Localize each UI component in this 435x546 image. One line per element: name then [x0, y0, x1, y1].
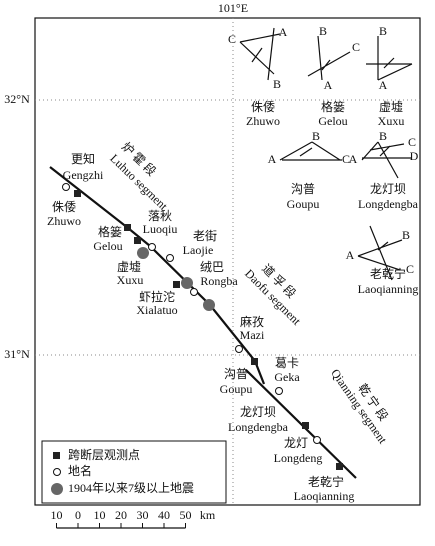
place-name-zh: 老乾宁	[308, 474, 344, 489]
inset-letter: C	[228, 32, 236, 46]
inset-letter: C	[406, 262, 414, 276]
inset-letter: B	[402, 228, 410, 242]
inset-letter: A	[379, 78, 388, 92]
place-name-en: Laojie	[183, 243, 214, 257]
place-name-zh: 龙灯	[284, 436, 308, 450]
scale-label: 50	[180, 508, 192, 522]
fault	[245, 369, 357, 479]
legend-item: 跨断层观测点	[68, 447, 140, 462]
inset-letter: B	[273, 77, 281, 91]
place-name-en: Rongba	[200, 274, 238, 288]
place-name-en: Mazi	[240, 328, 265, 342]
place-name-zh: 葛卡	[275, 356, 299, 370]
place-name-en: Xuxu	[117, 273, 144, 287]
place-name-zh: 落秋	[148, 209, 172, 223]
place-name-en: Luoqiu	[143, 222, 178, 236]
place-name-en: Longdengba	[228, 420, 289, 434]
place-name-en: Gelou	[93, 239, 122, 253]
inset-name-en: Goupu	[287, 197, 320, 211]
place-name-zh: 更知	[71, 152, 95, 166]
place-name-en: Xialatuo	[136, 303, 177, 317]
inset-letter: A	[346, 248, 355, 262]
inset-letter: C	[352, 40, 360, 54]
observation-points	[74, 190, 343, 470]
inset-name-en: Zhuwo	[246, 114, 280, 128]
inset-name-zh: 沟普	[291, 182, 315, 196]
place-name-zh: 虚墟	[117, 260, 141, 274]
inset-lines	[239, 27, 413, 281]
place-name-zh: 格篓	[98, 224, 122, 239]
place-name-zh: 绒巴	[200, 260, 224, 274]
inset-letter: C	[408, 135, 416, 149]
inset-letter: A	[349, 152, 358, 166]
place-name-en: Geka	[274, 370, 300, 384]
place-markers	[62, 183, 321, 444]
place-name-en: Laoqianning	[294, 489, 355, 503]
legend-item: 地名	[68, 463, 92, 478]
inset-name-zh: 侏倭	[251, 100, 275, 114]
inset-name-zh: 虚墟	[379, 100, 403, 114]
inset-letter: A	[324, 78, 333, 92]
inset-letter: A	[268, 152, 277, 166]
inset-name-en: Gelou	[318, 114, 347, 128]
legend-circle	[53, 468, 61, 476]
place-name-en: Gengzhi	[63, 168, 104, 182]
place-name-en: Zhuwo	[47, 214, 81, 228]
place-name-zh: 麻孜	[240, 314, 264, 329]
inset-name-zh: 格篓	[321, 99, 345, 114]
longitude-label: 101°E	[218, 1, 248, 15]
inset-letter: B	[319, 24, 327, 38]
place-name-zh: 虾拉沱	[139, 289, 175, 304]
map-frame	[34, 17, 421, 506]
inset-letter: C	[342, 152, 350, 166]
legend-item: 1904年以来7级以上地震	[68, 481, 194, 495]
inset-name-zh: 龙灯坝	[370, 182, 406, 196]
legend-quake	[51, 483, 63, 495]
scale-label: 0	[75, 508, 81, 522]
place-name-zh: 龙灯坝	[240, 405, 276, 419]
place-name-zh: 沟普	[224, 367, 248, 381]
inset-letter: D	[410, 149, 419, 163]
inset-name-zh: 老乾宁	[370, 266, 406, 281]
earthquakes	[137, 247, 215, 311]
legend-box	[41, 440, 227, 504]
place-name-zh: 侏倭	[52, 200, 76, 214]
inset-name-en: Xuxu	[378, 114, 405, 128]
inset-letter: B	[312, 129, 320, 143]
latitude-label: 31°N	[4, 347, 30, 361]
scale-unit: km	[200, 508, 216, 522]
scale-label: 10	[94, 508, 106, 522]
inset-letter: A	[279, 25, 288, 39]
scale-label: 40	[158, 508, 170, 522]
place-name-en: Goupu	[220, 382, 253, 396]
scale-label: 10	[51, 508, 63, 522]
scale-label: 30	[137, 508, 149, 522]
inset-name-en: Longdengba	[358, 197, 419, 211]
legend-square	[53, 452, 60, 459]
inset-name-en: Laoqianning	[358, 282, 419, 296]
scale-label: 20	[115, 508, 127, 522]
place-name-en: Longdeng	[274, 451, 323, 465]
inset-letter: B	[379, 129, 387, 143]
latitude-label: 32°N	[4, 92, 30, 106]
inset-letter: B	[379, 24, 387, 38]
place-name-zh: 老街	[193, 229, 217, 243]
